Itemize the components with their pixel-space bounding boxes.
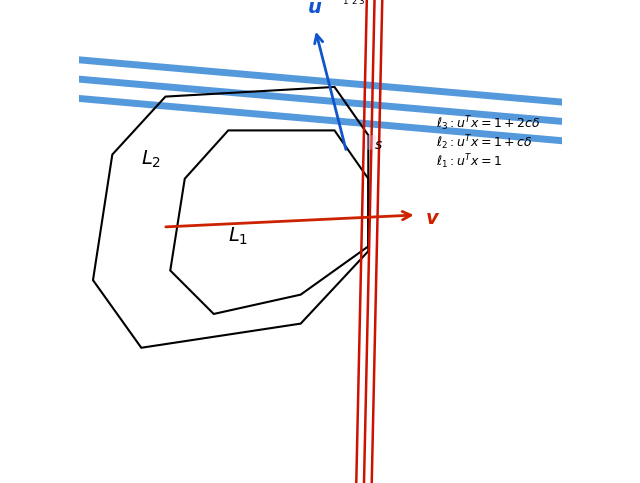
Text: $\ell_1 : u^T x = 1$: $\ell_1 : u^T x = 1$ bbox=[436, 153, 502, 171]
Text: $\boldsymbol{v}$: $\boldsymbol{v}$ bbox=[426, 209, 440, 228]
Text: $\boldsymbol{u}$: $\boldsymbol{u}$ bbox=[307, 0, 322, 17]
Text: $\ell_1'$: $\ell_1'$ bbox=[337, 0, 349, 6]
Polygon shape bbox=[365, 135, 376, 150]
Text: $s$: $s$ bbox=[374, 138, 383, 152]
Text: $L_1$: $L_1$ bbox=[228, 226, 248, 247]
Text: $L_2$: $L_2$ bbox=[141, 149, 161, 170]
Text: $\ell_2'$: $\ell_2'$ bbox=[346, 0, 358, 6]
Text: $\ell_2 : u^T x = 1 + c\delta$: $\ell_2 : u^T x = 1 + c\delta$ bbox=[436, 133, 532, 152]
Text: $\ell_3 : u^T x = 1 + 2c\delta$: $\ell_3 : u^T x = 1 + 2c\delta$ bbox=[436, 114, 540, 132]
Text: $\ell_3'$: $\ell_3'$ bbox=[353, 0, 365, 6]
